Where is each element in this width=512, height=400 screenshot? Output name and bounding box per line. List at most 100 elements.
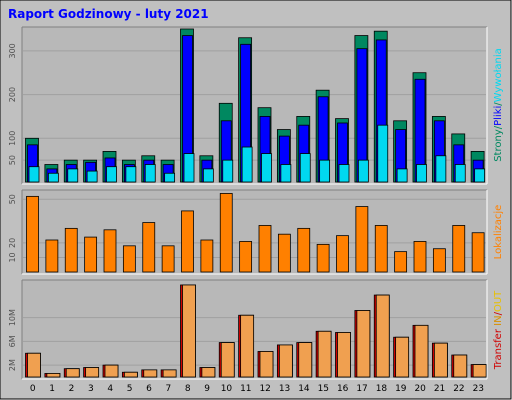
panel-background <box>22 27 487 184</box>
bar-lokalizacje <box>64 227 78 273</box>
bar-transfer-out-face <box>240 314 255 378</box>
panel-visits: 10 20 50 Lokalizacje <box>8 189 504 275</box>
panel-legend: Lokalizacje <box>493 205 504 260</box>
x-tick-label: 5 <box>127 384 133 394</box>
bar-transfer-out <box>375 294 390 378</box>
bar-wywolania-face <box>67 168 79 183</box>
bar-wywolania-face <box>377 124 389 183</box>
bar-lokalizacje <box>181 210 194 273</box>
legend-part: Strony <box>493 129 504 162</box>
bar-transfer-out <box>123 371 138 378</box>
bar-wywolania-face <box>241 146 253 183</box>
bar-transfer-out-face <box>375 294 390 378</box>
panel-background <box>22 280 487 379</box>
y-tick-label: 2M <box>8 359 17 371</box>
bar-lokalizacje-face <box>103 229 117 273</box>
bar-wywolania-face <box>125 166 137 183</box>
x-tick-label: 19 <box>395 384 407 394</box>
bar-wywolania <box>261 153 272 183</box>
bar-transfer-out-face <box>85 367 100 378</box>
bar-lokalizacje <box>200 239 214 273</box>
bar-transfer-out <box>259 351 274 378</box>
bar-lokalizacje <box>239 241 253 273</box>
bar-lokalizacje <box>84 236 98 273</box>
bar-wywolania-face <box>416 164 427 183</box>
bar-wywolania <box>164 172 176 183</box>
bar-lokalizacje-face <box>297 227 311 273</box>
bar-transfer-out-face <box>278 344 293 378</box>
legend-part: Lokalizacje <box>493 205 504 260</box>
x-tick-label: 17 <box>356 384 367 394</box>
legend-part: IN <box>493 315 504 325</box>
bar-lokalizacje <box>142 222 156 273</box>
bar-wywolania-face <box>202 168 214 183</box>
bar-transfer-out <box>298 342 313 378</box>
bar-wywolania-face <box>47 172 59 183</box>
bar-wywolania <box>222 159 234 183</box>
x-tick-label: 4 <box>107 384 113 394</box>
bar-lokalizacje-face <box>316 243 330 273</box>
bar-lokalizacje <box>374 225 388 273</box>
bar-transfer-out <box>162 369 177 378</box>
bar-wywolania-face <box>222 159 234 183</box>
bar-transfer-out <box>472 364 487 378</box>
bar-wywolania <box>183 153 195 183</box>
bar-transfer-out-face <box>182 284 196 378</box>
bar-lokalizacje-face <box>355 206 369 273</box>
legend-part: OUT <box>493 290 504 312</box>
bar-wywolania-face <box>261 153 272 183</box>
x-tick-label: 6 <box>146 384 152 394</box>
bar-transfer-out-face <box>27 352 41 378</box>
x-tick-label: 11 <box>240 384 251 394</box>
bar-wywolania-face <box>144 164 156 183</box>
y-tick-label: 20 <box>8 238 17 248</box>
bar-wywolania-face <box>357 159 369 183</box>
bar-wywolania <box>144 164 156 183</box>
bar-transfer-out <box>356 310 371 378</box>
bar-lokalizacje <box>277 233 291 273</box>
bar-transfer-out-face <box>162 369 177 378</box>
bar-transfer-out-face <box>395 336 410 378</box>
panel-transfer: 2M 6M 10M Transfer IN/OUT <box>8 279 504 380</box>
bar-lokalizacje-face <box>452 225 466 273</box>
bar-wywolania-face <box>474 168 486 183</box>
panel-legend: Transfer IN/OUT <box>493 290 504 370</box>
x-tick-label: 8 <box>185 384 191 394</box>
x-tick-label: 7 <box>165 384 171 394</box>
bar-lokalizacje-face <box>239 241 253 273</box>
x-tick-label: 0 <box>30 384 36 394</box>
bar-lokalizacje <box>452 225 466 273</box>
bar-lokalizacje-face <box>45 239 59 273</box>
legend-part: / <box>493 102 504 106</box>
bar-lokalizacje <box>413 241 427 273</box>
bar-lokalizacje-face <box>142 222 156 273</box>
bar-transfer-out-face <box>143 369 158 378</box>
panel-background <box>22 190 487 274</box>
x-tick-label: 16 <box>337 384 349 394</box>
bar-wywolania <box>67 168 79 183</box>
bar-transfer-out <box>46 373 61 378</box>
bar-wywolania-face <box>86 170 98 183</box>
bar-transfer-out <box>201 367 216 378</box>
bar-wywolania-face <box>338 164 350 183</box>
bar-transfer-out <box>433 342 448 378</box>
bar-wywolania <box>396 168 408 183</box>
bar-transfer-out <box>414 324 429 378</box>
bar-transfer-out-face <box>65 368 80 378</box>
y-tick-label: 100 <box>8 131 17 146</box>
bar-lokalizacje-face <box>277 233 291 273</box>
bar-lokalizacje-face <box>161 245 175 273</box>
bar-transfer-out-face <box>356 310 371 378</box>
bar-wywolania <box>299 153 311 183</box>
chart-title: Raport Godzinowy - luty 2021 <box>8 7 209 21</box>
bar-transfer-out <box>27 352 41 378</box>
x-tick-label: 20 <box>414 384 426 394</box>
bar-lokalizacje <box>122 245 136 273</box>
x-tick-label: 3 <box>88 384 94 394</box>
legend-part: Pliki <box>493 106 504 126</box>
bar-transfer-out <box>85 367 100 378</box>
bar-wywolania <box>454 164 466 183</box>
panel-legend: Strony/Pliki/Wywołania <box>493 48 504 162</box>
